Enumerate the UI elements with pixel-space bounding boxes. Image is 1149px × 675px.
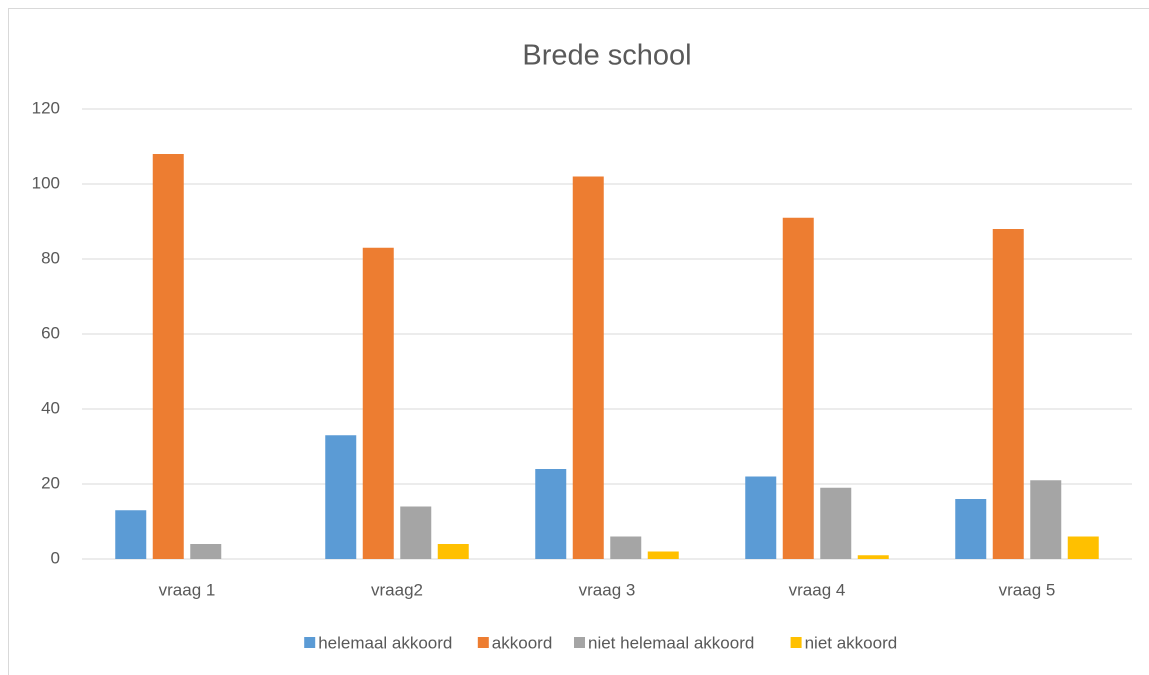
legend-swatch	[304, 637, 316, 648]
bar	[647, 551, 679, 559]
y-tick-label: 0	[51, 548, 60, 567]
bar	[400, 506, 432, 559]
chart-title: Brede school	[522, 40, 691, 72]
x-tick-label: vraag 1	[159, 580, 216, 599]
bar	[152, 154, 184, 559]
bar	[782, 217, 814, 559]
bar	[1030, 480, 1062, 559]
x-tick-label: vraag 3	[579, 580, 636, 599]
legend-label: niet helemaal akkoord	[588, 633, 754, 652]
legend-label: niet akkoord	[805, 633, 898, 652]
bar	[572, 176, 604, 559]
legend-swatch	[477, 637, 489, 648]
bar	[437, 544, 469, 559]
bar	[535, 469, 567, 559]
legend-label: akkoord	[492, 633, 552, 652]
y-tick-label: 40	[41, 398, 60, 417]
bar	[115, 510, 147, 559]
y-tick-label: 80	[41, 248, 60, 267]
y-tick-label: 60	[41, 323, 60, 342]
bar	[1067, 536, 1099, 559]
y-tick-label: 120	[32, 98, 60, 117]
legend-label: helemaal akkoord	[318, 633, 452, 652]
y-tick-label: 20	[41, 473, 60, 492]
x-tick-label: vraag 5	[999, 580, 1056, 599]
bar	[820, 487, 852, 559]
bar	[362, 247, 394, 559]
bar	[955, 499, 987, 559]
bar	[857, 555, 889, 559]
bar	[745, 476, 777, 559]
bar	[190, 544, 222, 559]
legend-swatch	[790, 637, 802, 648]
bar	[992, 229, 1024, 559]
x-tick-label: vraag 4	[789, 580, 846, 599]
bar	[610, 536, 642, 559]
x-tick-label: vraag2	[371, 580, 423, 599]
y-tick-label: 100	[32, 173, 60, 192]
bar	[325, 435, 357, 559]
legend-swatch	[574, 637, 585, 648]
